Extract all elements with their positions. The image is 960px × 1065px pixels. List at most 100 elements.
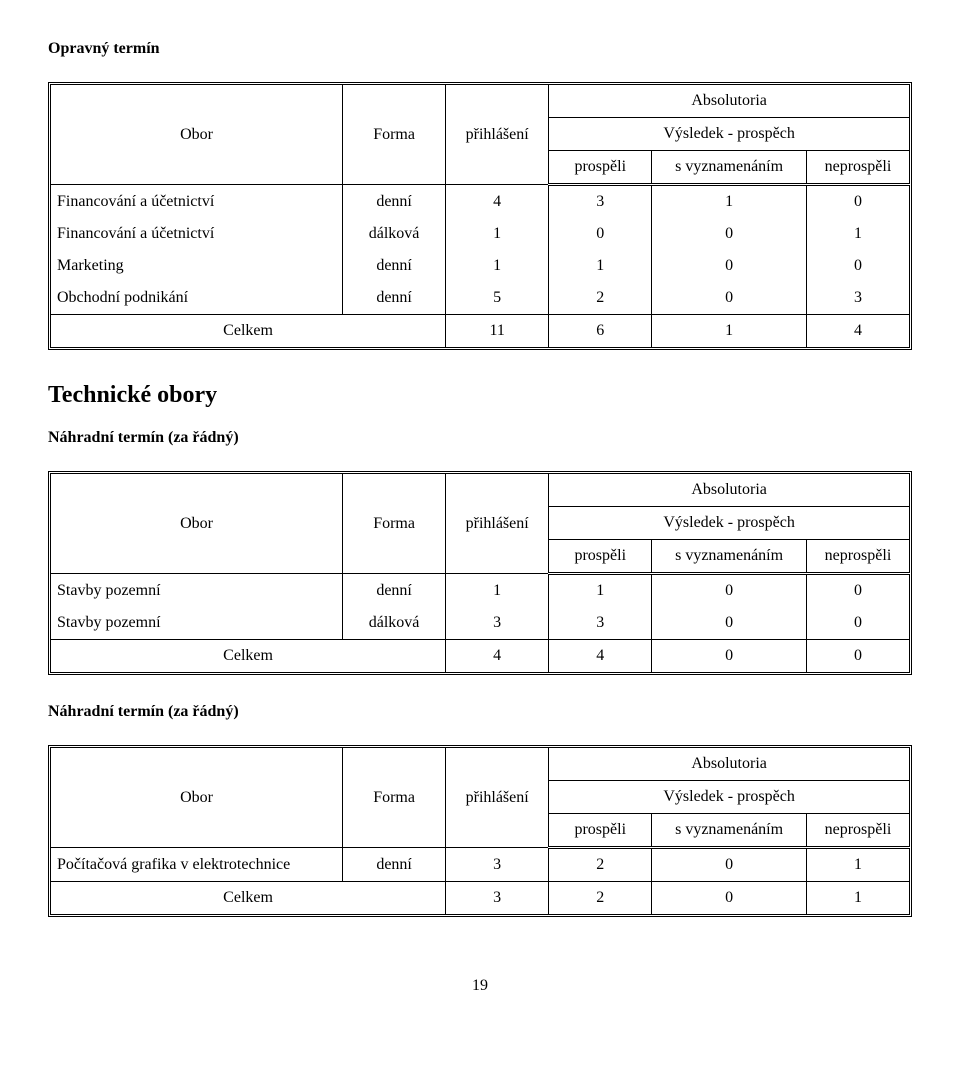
cell-p1: 3 [549,185,652,219]
table-total-row: Celkem 3 2 0 1 [51,882,910,915]
hdr-svyz: s vyznamenáním [652,540,807,574]
section-title-opravny: Opravný termín [48,40,912,58]
cell-obor: Marketing [51,250,343,282]
table1: Obor Forma přihlášení Absolutoria Výsled… [50,84,910,348]
table-row: Stavby pozemní dálková 3 3 0 0 [51,607,910,640]
cell-p1: 2 [549,882,652,915]
cell-forma: denní [343,574,446,608]
cell-celkem: Celkem [51,882,446,915]
cell-pri: 3 [446,882,549,915]
cell-p2: 0 [652,218,807,250]
hdr-svyz: s vyznamenáním [652,151,807,185]
cell-forma: denní [343,250,446,282]
cell-p1: 2 [549,282,652,315]
hdr-prospeli: prospěli [549,814,652,848]
cell-p2: 0 [652,607,807,640]
cell-pri: 11 [446,315,549,348]
cell-p2: 1 [652,185,807,219]
section-subtitle-nahradni-2: Náhradní termín (za řádný) [48,703,912,721]
cell-p2: 0 [652,882,807,915]
cell-obor: Financování a účetnictví [51,218,343,250]
hdr-vysledek: Výsledek - prospěch [549,118,910,151]
cell-pri: 1 [446,574,549,608]
hdr-neprospeli: neprospěli [806,814,909,848]
cell-p3: 4 [806,315,909,348]
cell-obor: Počítačová grafika v elektrotechnice [51,848,343,882]
table2-wrap: Obor Forma přihlášení Absolutoria Výsled… [48,471,912,675]
cell-forma: dálková [343,218,446,250]
cell-p3: 3 [806,282,909,315]
table-total-row: Celkem 4 4 0 0 [51,640,910,673]
cell-obor: Stavby pozemní [51,574,343,608]
cell-p2: 0 [652,282,807,315]
hdr-svyz: s vyznamenáním [652,814,807,848]
hdr-obor: Obor [51,748,343,848]
cell-p3: 0 [806,607,909,640]
cell-p3: 1 [806,848,909,882]
cell-p3: 1 [806,882,909,915]
hdr-obor: Obor [51,85,343,185]
cell-p1: 3 [549,607,652,640]
cell-pri: 1 [446,218,549,250]
cell-p2: 0 [652,574,807,608]
cell-obor: Financování a účetnictví [51,185,343,219]
hdr-vysledek: Výsledek - prospěch [549,781,910,814]
hdr-prospeli: prospěli [549,151,652,185]
cell-pri: 4 [446,185,549,219]
cell-pri: 5 [446,282,549,315]
cell-p1: 0 [549,218,652,250]
section-subtitle-nahradni-1: Náhradní termín (za řádný) [48,429,912,447]
hdr-forma: Forma [343,748,446,848]
hdr-forma: Forma [343,85,446,185]
cell-p1: 1 [549,574,652,608]
hdr-prihlaseni: přihlášení [446,474,549,574]
hdr-vysledek: Výsledek - prospěch [549,507,910,540]
cell-p3: 0 [806,250,909,282]
cell-p2: 1 [652,315,807,348]
cell-pri: 3 [446,607,549,640]
table-row: Obchodní podnikání denní 5 2 0 3 [51,282,910,315]
hdr-abs: Absolutoria [549,85,910,118]
cell-p1: 2 [549,848,652,882]
table3-wrap: Obor Forma přihlášení Absolutoria Výsled… [48,745,912,917]
table3: Obor Forma přihlášení Absolutoria Výsled… [50,747,910,915]
table-row: Počítačová grafika v elektrotechnice den… [51,848,910,882]
hdr-abs: Absolutoria [549,474,910,507]
cell-forma: denní [343,185,446,219]
cell-p1: 1 [549,250,652,282]
cell-p2: 0 [652,250,807,282]
hdr-abs: Absolutoria [549,748,910,781]
hdr-forma: Forma [343,474,446,574]
cell-p3: 0 [806,574,909,608]
cell-pri: 1 [446,250,549,282]
cell-pri: 3 [446,848,549,882]
hdr-obor: Obor [51,474,343,574]
cell-p2: 0 [652,848,807,882]
hdr-prihlaseni: přihlášení [446,748,549,848]
hdr-prospeli: prospěli [549,540,652,574]
table-row: Marketing denní 1 1 0 0 [51,250,910,282]
table-row: Financování a účetnictví denní 4 3 1 0 [51,185,910,219]
hdr-neprospeli: neprospěli [806,540,909,574]
cell-p3: 1 [806,218,909,250]
cell-celkem: Celkem [51,640,446,673]
cell-p1: 6 [549,315,652,348]
table1-wrap: Obor Forma přihlášení Absolutoria Výsled… [48,82,912,350]
table-row: Financování a účetnictví dálková 1 0 0 1 [51,218,910,250]
cell-forma: denní [343,848,446,882]
table2: Obor Forma přihlášení Absolutoria Výsled… [50,473,910,673]
cell-p2: 0 [652,640,807,673]
cell-forma: denní [343,282,446,315]
cell-forma: dálková [343,607,446,640]
hdr-prihlaseni: přihlášení [446,85,549,185]
cell-pri: 4 [446,640,549,673]
table-row: Stavby pozemní denní 1 1 0 0 [51,574,910,608]
cell-obor: Obchodní podnikání [51,282,343,315]
table-total-row: Celkem 11 6 1 4 [51,315,910,348]
cell-p3: 0 [806,185,909,219]
cell-obor: Stavby pozemní [51,607,343,640]
cell-p3: 0 [806,640,909,673]
cell-p1: 4 [549,640,652,673]
cell-celkem: Celkem [51,315,446,348]
page-number: 19 [48,977,912,995]
